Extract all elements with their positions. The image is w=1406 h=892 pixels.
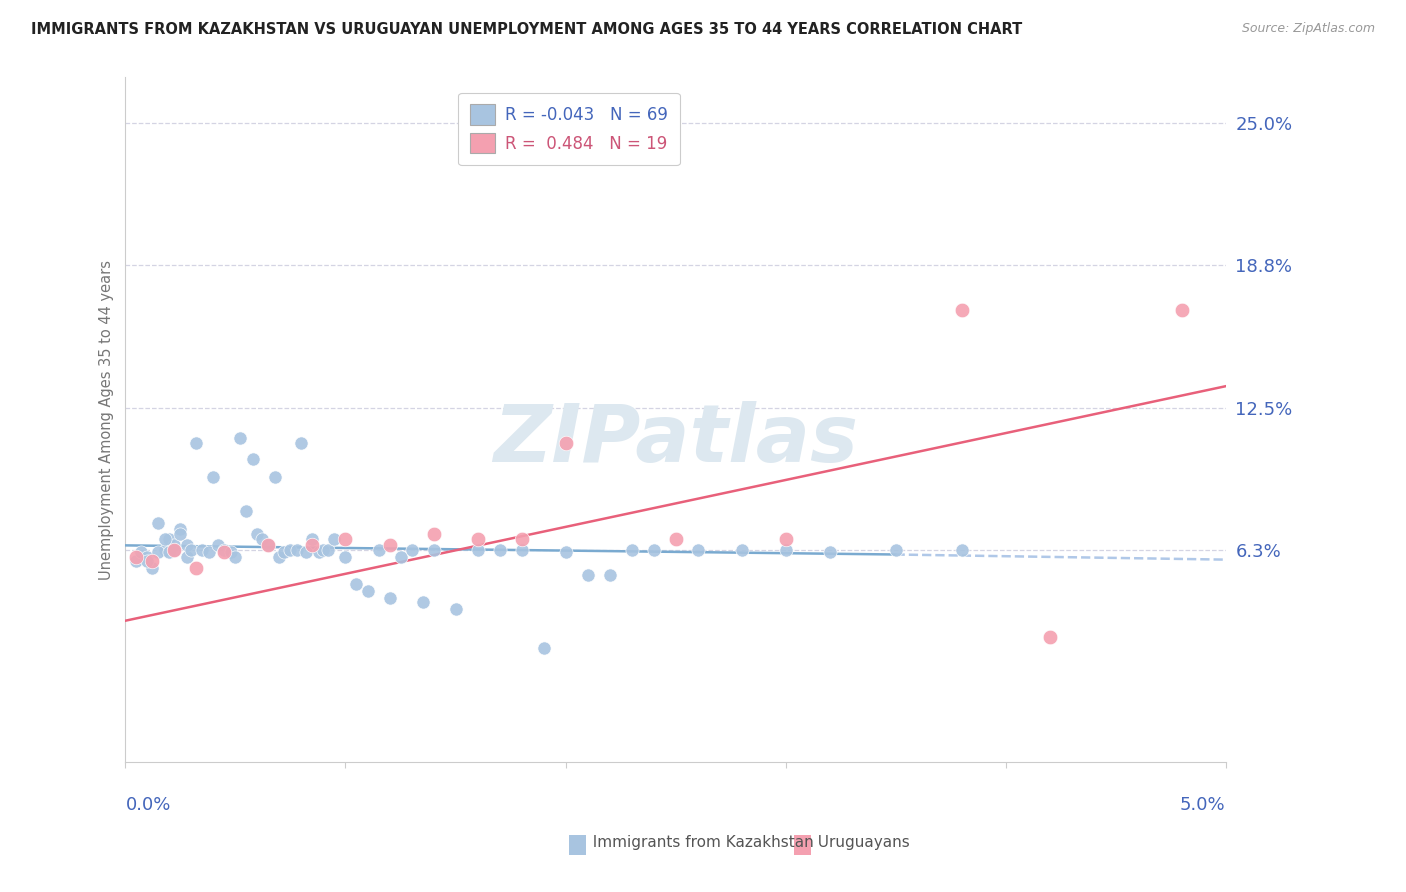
Point bbox=[412, 595, 434, 609]
Point bbox=[467, 543, 489, 558]
Text: ZIPatlas: ZIPatlas bbox=[494, 401, 858, 479]
Point bbox=[554, 545, 576, 559]
Point bbox=[159, 545, 181, 559]
Point bbox=[153, 532, 176, 546]
Point bbox=[444, 602, 467, 616]
Point bbox=[664, 532, 686, 546]
Point bbox=[367, 543, 389, 558]
Point bbox=[884, 543, 907, 558]
Point bbox=[136, 549, 159, 564]
Point bbox=[620, 543, 643, 558]
Point bbox=[295, 545, 318, 559]
Point bbox=[264, 470, 287, 484]
Point bbox=[229, 431, 252, 445]
Point bbox=[280, 543, 302, 558]
Point bbox=[207, 538, 229, 552]
Point bbox=[176, 538, 198, 552]
Point bbox=[818, 545, 841, 559]
Point bbox=[176, 549, 198, 564]
Point bbox=[214, 545, 236, 559]
Text: Source: ZipAtlas.com: Source: ZipAtlas.com bbox=[1241, 22, 1375, 36]
Point bbox=[467, 532, 489, 546]
Legend: R = -0.043   N = 69, R =  0.484   N = 19: R = -0.043 N = 69, R = 0.484 N = 19 bbox=[458, 93, 679, 165]
Point bbox=[125, 549, 148, 564]
Point bbox=[163, 538, 186, 552]
Point bbox=[643, 543, 665, 558]
Point bbox=[686, 543, 709, 558]
Point bbox=[389, 549, 412, 564]
Y-axis label: Unemployment Among Ages 35 to 44 years: Unemployment Among Ages 35 to 44 years bbox=[100, 260, 114, 580]
Point bbox=[257, 538, 280, 552]
Point bbox=[950, 543, 973, 558]
Point bbox=[184, 561, 207, 575]
Text: 5.0%: 5.0% bbox=[1180, 797, 1226, 814]
Point bbox=[335, 549, 357, 564]
Point bbox=[246, 527, 269, 541]
Point bbox=[290, 435, 312, 450]
Point bbox=[224, 549, 246, 564]
Point bbox=[730, 543, 752, 558]
Text: Uruguayans: Uruguayans bbox=[808, 836, 910, 850]
Point bbox=[191, 543, 214, 558]
Point bbox=[153, 543, 176, 558]
Point bbox=[576, 568, 599, 582]
Point bbox=[356, 584, 378, 599]
Point bbox=[202, 470, 225, 484]
Point bbox=[163, 543, 186, 558]
Point bbox=[323, 532, 346, 546]
Point bbox=[235, 504, 257, 518]
Point bbox=[510, 532, 533, 546]
Point bbox=[950, 303, 973, 318]
Point bbox=[346, 577, 368, 591]
Point bbox=[1170, 303, 1192, 318]
Point bbox=[1324, 390, 1347, 404]
Point bbox=[129, 545, 152, 559]
Point bbox=[169, 522, 191, 536]
Point bbox=[533, 641, 555, 656]
Point bbox=[180, 543, 202, 558]
Point bbox=[273, 545, 295, 559]
Point bbox=[159, 532, 181, 546]
Point bbox=[599, 568, 621, 582]
Point bbox=[488, 543, 510, 558]
Point bbox=[335, 532, 357, 546]
Point bbox=[301, 532, 323, 546]
Point bbox=[136, 554, 159, 568]
Point bbox=[214, 543, 236, 558]
Point bbox=[308, 545, 330, 559]
Point bbox=[378, 591, 401, 605]
Point bbox=[285, 543, 308, 558]
Point bbox=[301, 538, 323, 552]
Point bbox=[242, 451, 264, 466]
Point bbox=[378, 538, 401, 552]
Point bbox=[163, 543, 186, 558]
Point bbox=[422, 527, 444, 541]
Point bbox=[141, 561, 163, 575]
Point bbox=[1039, 630, 1062, 644]
Point bbox=[184, 435, 207, 450]
Point bbox=[148, 545, 170, 559]
Point bbox=[219, 545, 242, 559]
Point bbox=[316, 543, 339, 558]
Text: 0.0%: 0.0% bbox=[125, 797, 172, 814]
Text: Immigrants from Kazakhstan: Immigrants from Kazakhstan bbox=[583, 836, 814, 850]
Point bbox=[775, 543, 797, 558]
Point bbox=[775, 532, 797, 546]
Point bbox=[169, 527, 191, 541]
Point bbox=[510, 543, 533, 558]
Point bbox=[141, 554, 163, 568]
Point bbox=[422, 543, 444, 558]
Text: IMMIGRANTS FROM KAZAKHSTAN VS URUGUAYAN UNEMPLOYMENT AMONG AGES 35 TO 44 YEARS C: IMMIGRANTS FROM KAZAKHSTAN VS URUGUAYAN … bbox=[31, 22, 1022, 37]
Point bbox=[269, 549, 291, 564]
Point bbox=[312, 543, 335, 558]
Point bbox=[257, 538, 280, 552]
Point bbox=[554, 435, 576, 450]
Point bbox=[198, 545, 221, 559]
Point bbox=[125, 554, 148, 568]
Point bbox=[401, 543, 423, 558]
Point bbox=[250, 532, 273, 546]
Point bbox=[148, 516, 170, 530]
